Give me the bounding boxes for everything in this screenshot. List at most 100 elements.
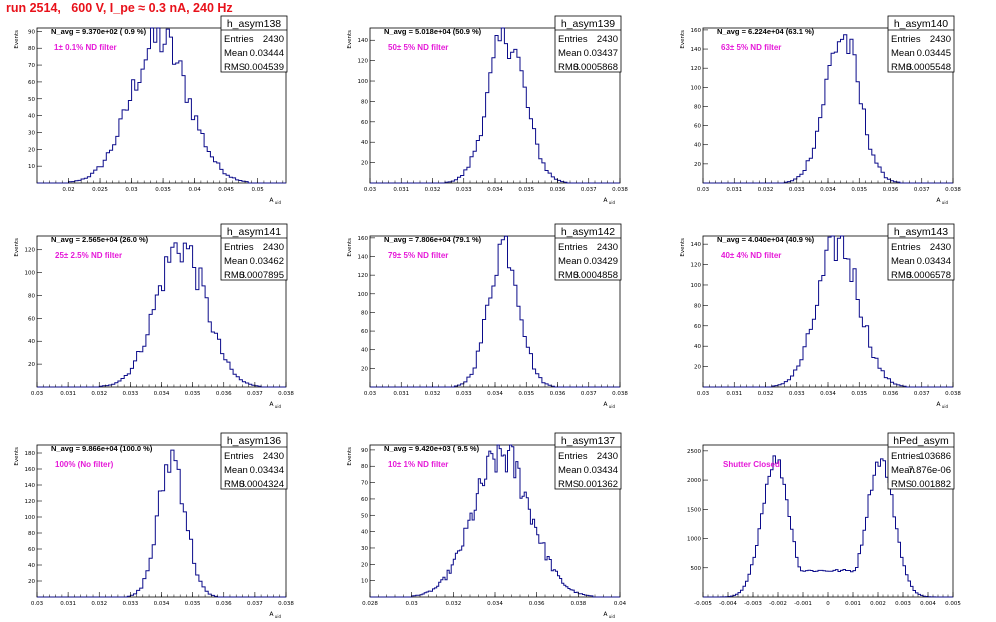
stats-title: h_asym142	[561, 226, 615, 238]
y-tick-label: 20	[361, 562, 368, 568]
x-tick-label: 0.038	[945, 187, 961, 193]
stats-box	[220, 15, 288, 73]
x-tick-label: 0	[826, 601, 830, 607]
x-tick-label: -0.002	[769, 601, 787, 607]
stats-box	[220, 432, 288, 490]
navg-label: N_avg = 9.370e+02 ( 0.9 %)	[51, 27, 147, 36]
histogram-panel-h_asym138: 0.02 0.025 0.03 0.035 0.04 0.045 0.05 10 20 30 40 5…	[14, 15, 288, 205]
x-tick-label: 0.05	[252, 187, 265, 193]
y-tick-label: 120	[25, 499, 36, 505]
x-tick-label: 0.038	[945, 391, 961, 397]
stats-key: Entries	[224, 34, 254, 45]
y-tick-label: 30	[28, 130, 35, 136]
y-tick-label: 140	[358, 38, 369, 44]
x-tick-label: 0.032	[425, 391, 441, 397]
x-tick-label: -0.001	[794, 601, 812, 607]
x-axis-title: A uid	[269, 401, 281, 409]
x-tick-label: 0.033	[123, 391, 139, 397]
x-tick-label: 0.035	[155, 187, 171, 193]
stats-value: 0.03444	[250, 48, 284, 59]
x-tick-label: 0.034	[487, 187, 503, 193]
y-tick-label: 60	[694, 324, 701, 330]
y-tick-label: 90	[28, 29, 35, 35]
y-axis-title: Events	[14, 30, 20, 49]
histogram-panel-h_asym136: 0.03 0.031 0.032 0.033 0.034 0.035 0.036 0.037 0…	[14, 432, 294, 619]
x-tick-label: 0.025	[92, 187, 108, 193]
y-tick-label: 140	[358, 255, 369, 261]
filter-label: 10± 1% ND filter	[388, 460, 448, 469]
x-tick-label: 0.032	[91, 391, 107, 397]
histogram-line	[370, 444, 620, 598]
x-axis-title: A uid	[269, 611, 281, 619]
filter-label: Shutter Closed	[723, 460, 780, 469]
stats-title: h_asym141	[227, 226, 281, 238]
stats-value: 2430	[597, 242, 618, 253]
x-tick-label: 0.037	[914, 187, 930, 193]
stats-value: 2430	[263, 242, 284, 253]
y-tick-label: 140	[691, 242, 702, 248]
y-tick-label: 1500	[687, 507, 701, 513]
x-tick-label: 0.04	[188, 187, 201, 193]
x-tick-label: 0.03	[31, 601, 44, 607]
y-tick-label: 120	[358, 59, 369, 65]
x-tick-label: 0.03	[364, 391, 377, 397]
x-tick-label: -0.003	[744, 601, 762, 607]
x-tick-label: 0.031	[393, 187, 409, 193]
histogram-panel-h_asym139: 0.03 0.031 0.032 0.033 0.034 0.035 0.036 0.037 0…	[347, 15, 628, 205]
x-tick-label: 0.03	[31, 391, 44, 397]
x-tick-label: 0.035	[851, 187, 867, 193]
stats-key: Mean	[224, 256, 248, 267]
y-tick-label: 90	[361, 448, 368, 454]
y-tick-label: 80	[361, 310, 368, 316]
navg-label: N_avg = 9.866e+04 (100.0 %)	[51, 444, 153, 453]
stats-value: 2430	[597, 34, 618, 45]
filter-label: 50± 5% ND filter	[388, 43, 448, 52]
filter-label: 1± 0.1% ND filter	[54, 43, 117, 52]
stats-key: Mean	[891, 48, 915, 59]
filter-label: 40± 4% ND filter	[721, 251, 781, 260]
x-tick-label: 0.03	[697, 391, 710, 397]
stats-key: Mean	[558, 48, 582, 59]
stats-key: RMS	[558, 270, 579, 281]
x-tick-label: 0.03	[697, 187, 710, 193]
stats-key: RMS	[891, 62, 912, 73]
stats-box	[220, 223, 288, 281]
histogram-line	[37, 242, 286, 388]
y-tick-label: 160	[358, 236, 369, 242]
x-tick-label: 0.034	[487, 391, 503, 397]
stats-value: 0.0005548	[906, 62, 951, 73]
x-tick-label: 0.036	[550, 187, 566, 193]
stats-key: Entries	[224, 242, 254, 253]
y-tick-label: 160	[691, 28, 702, 34]
y-tick-label: 100	[358, 292, 369, 298]
x-tick-label: 0.031	[726, 187, 742, 193]
x-tick-label: 0.036	[883, 187, 899, 193]
stats-key: Mean	[224, 465, 248, 476]
x-tick-label: 0.038	[612, 391, 628, 397]
y-tick-label: 70	[28, 63, 35, 69]
stats-value: 0.03437	[584, 48, 618, 59]
y-tick-label: 50	[361, 513, 368, 519]
y-tick-label: 80	[28, 293, 35, 299]
x-axis-title: A uid	[936, 401, 948, 409]
x-tick-label: 0.005	[945, 601, 961, 607]
y-tick-label: 60	[361, 120, 368, 126]
stats-key: Mean	[558, 256, 582, 267]
x-tick-label: 0.036	[529, 601, 545, 607]
stats-box	[887, 15, 955, 73]
histogram-panel-h_asym137: 0.028 0.03 0.032 0.034 0.036 0.038 0.04 10 20 30 4…	[347, 432, 627, 619]
stats-key: RMS	[891, 479, 912, 490]
stats-key: Mean	[558, 465, 582, 476]
stats-box	[554, 432, 622, 490]
x-tick-label: 0.02	[62, 187, 74, 193]
x-tick-label: 0.037	[581, 391, 597, 397]
x-tick-label: 0.032	[91, 601, 107, 607]
y-tick-label: 60	[28, 547, 35, 553]
x-tick-label: 0.031	[60, 391, 76, 397]
navg-label: N_avg = 7.806e+04 (79.1 %)	[384, 235, 482, 244]
histogram-line	[703, 235, 953, 388]
navg-label: N_avg = 6.224e+04 (63.1 %)	[717, 27, 815, 36]
y-tick-label: 100	[691, 283, 702, 289]
y-tick-label: 40	[361, 348, 368, 354]
x-tick-label: 0.001	[845, 601, 861, 607]
